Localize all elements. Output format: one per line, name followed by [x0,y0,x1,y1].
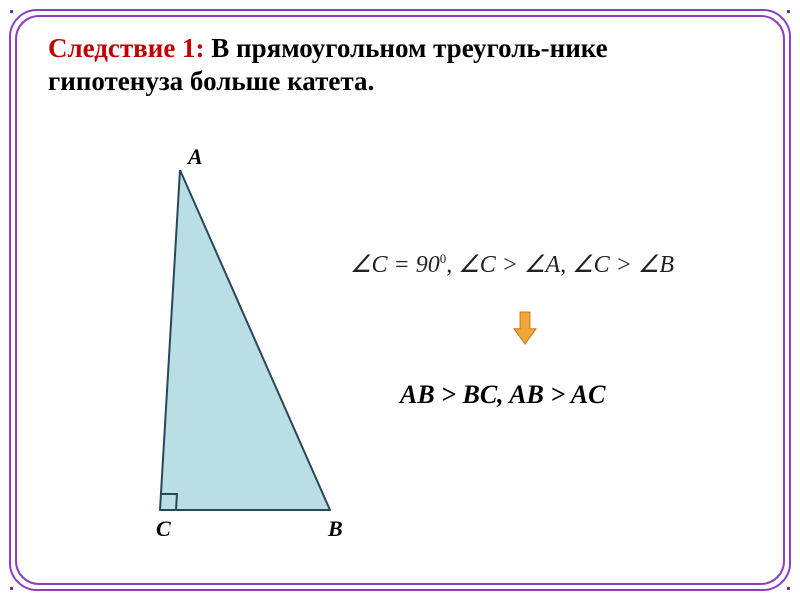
heading: Следствие 1: В прямоугольном треуголь-ни… [48,32,668,98]
corner-dot [10,10,13,13]
vertex-label-a: A [188,144,203,170]
math-line-1: ∠C = 900, ∠C > ∠A, ∠C > ∠B [350,250,674,279]
corner-dot [10,587,13,590]
triangle-svg [120,170,380,570]
vertex-label-b: B [328,516,343,542]
implication-arrow [510,310,540,350]
result-line: AB > BC, AB > AC [400,380,605,410]
corner-dot [787,587,790,590]
heading-lead: Следствие 1: [48,33,205,63]
math-part-1: ∠C = 90 [350,252,440,278]
math-part-2: , ∠C > ∠A, ∠C > ∠B [446,252,674,278]
vertex-label-c: C [156,516,171,542]
corner-dot [787,10,790,13]
triangle-diagram: A B C [120,170,380,570]
